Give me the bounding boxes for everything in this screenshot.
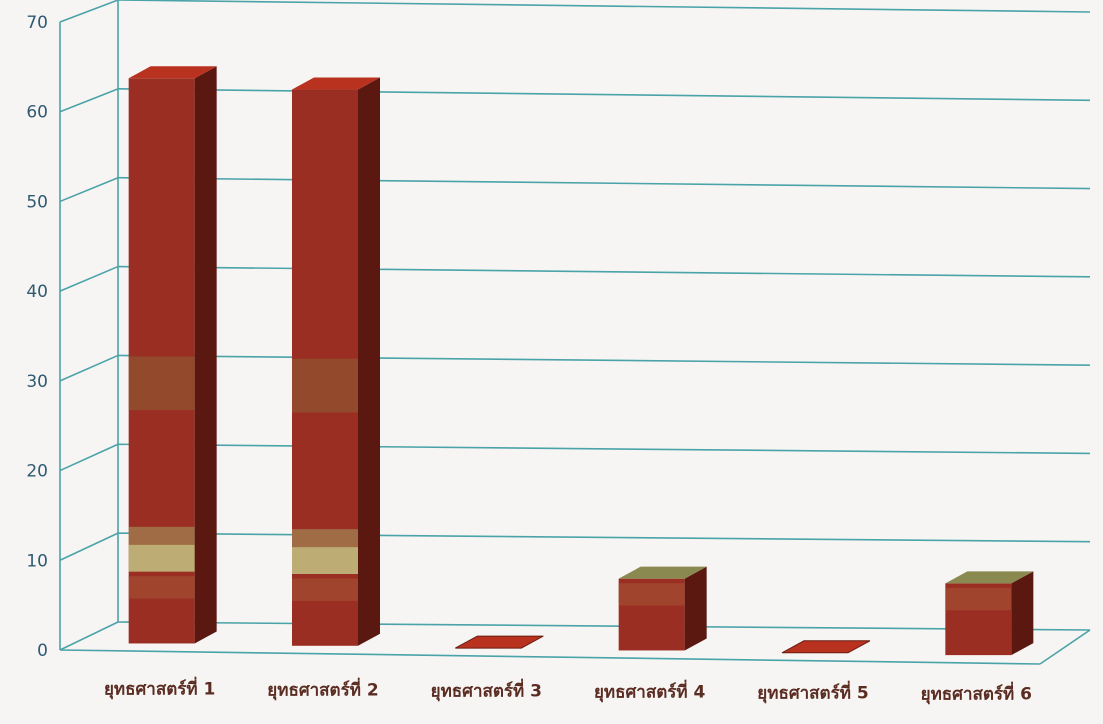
y-tick-label: 40 — [26, 282, 48, 302]
gridline-30 — [117, 354, 1091, 366]
bar-band — [292, 547, 358, 575]
gridline-0 — [117, 621, 1091, 631]
bar-layer — [128, 66, 1034, 656]
gridline-diag-70 — [59, 0, 119, 23]
bar-top — [128, 66, 217, 79]
x-tick-label: ยุทธศาสตร์ที่ 2 — [267, 678, 378, 701]
gridline-diag-40 — [59, 265, 119, 292]
bar-6 — [945, 571, 1034, 656]
bar-side — [1011, 571, 1034, 656]
x-axis-front-edge — [59, 649, 1041, 665]
gridline-diag-20 — [59, 443, 119, 472]
bar-band — [292, 578, 358, 601]
bar-top — [781, 640, 871, 654]
bar-band — [128, 544, 195, 572]
gridline-diag-0 — [59, 621, 119, 651]
x-tick-label: ยุทธศาสตร์ที่ 1 — [104, 677, 215, 700]
y-tick-label: 50 — [26, 192, 48, 212]
gridline-60 — [117, 88, 1091, 102]
bar-1 — [128, 66, 217, 644]
x-tick-label: ยุทธศาสตร์ที่ 5 — [757, 681, 868, 704]
y-tick-label: 20 — [26, 462, 48, 482]
y-tick-label: 0 — [37, 641, 48, 661]
bar-top — [945, 571, 1034, 584]
x-tick-label: ยุทธศาสตร์ที่ 3 — [431, 679, 542, 702]
floor-right-edge — [1039, 629, 1091, 665]
y-tick-label: 60 — [26, 103, 48, 123]
y-tick-label: 70 — [26, 13, 48, 33]
bar-band — [128, 356, 195, 411]
bar-top — [455, 635, 544, 649]
bar-band — [128, 576, 195, 599]
gridline-50 — [117, 176, 1091, 190]
gridline-diag-30 — [59, 354, 119, 382]
bar-band — [292, 529, 358, 548]
bar-4 — [618, 566, 707, 651]
bar-top — [618, 566, 707, 579]
bar-band — [292, 358, 358, 413]
gridline-10 — [117, 532, 1091, 543]
grid-layer — [59, 0, 1091, 651]
bar-top — [292, 77, 380, 90]
bar-side — [358, 77, 380, 646]
gridline-diag-50 — [59, 176, 119, 203]
label-layer: 0 10 20 30 40 50 60 70 ยุทธศาสตร์ที่ 1 ยุทธศาสตร์… — [26, 13, 1032, 704]
bar-band — [945, 587, 1012, 611]
x-tick-label: ยุทธศาสตร์ที่ 6 — [921, 681, 1032, 704]
gridline-diag-60 — [59, 88, 119, 113]
y-tick-label: 10 — [26, 551, 48, 571]
gridline-40 — [117, 265, 1091, 278]
gridline-70 — [117, 0, 1091, 13]
bar-side — [684, 566, 707, 651]
axis-layer — [59, 0, 1091, 665]
bar-2 — [292, 77, 380, 646]
gridline-20 — [117, 443, 1091, 455]
bar-3 — [455, 635, 544, 649]
bar-5 — [781, 640, 871, 654]
bar-band — [618, 583, 685, 606]
bar-side — [194, 66, 217, 644]
gridline-diag-10 — [59, 532, 119, 562]
bar-band — [128, 526, 195, 545]
x-tick-label: ยุทธศาสตร์ที่ 4 — [594, 680, 706, 703]
y-tick-label: 30 — [26, 372, 48, 392]
